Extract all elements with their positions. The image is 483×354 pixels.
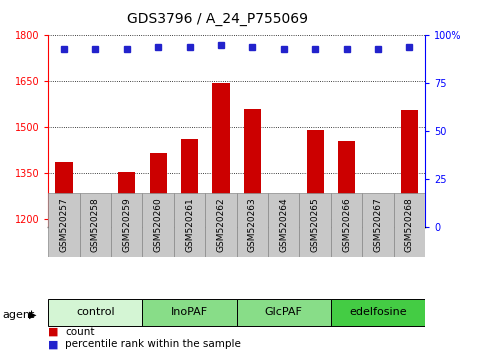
Text: GSM520266: GSM520266 (342, 198, 351, 252)
Text: GSM520262: GSM520262 (216, 198, 226, 252)
Text: ■: ■ (48, 327, 59, 337)
FancyBboxPatch shape (142, 299, 237, 326)
Text: GSM520263: GSM520263 (248, 198, 257, 252)
Text: GSM520267: GSM520267 (373, 198, 383, 252)
Text: GSM520268: GSM520268 (405, 198, 414, 252)
Text: edelfosine: edelfosine (349, 307, 407, 318)
Bar (87, 217, 104, 227)
FancyBboxPatch shape (237, 299, 331, 326)
Text: count: count (65, 327, 95, 337)
Text: GSM520259: GSM520259 (122, 198, 131, 252)
FancyBboxPatch shape (205, 193, 237, 257)
Bar (307, 130, 324, 227)
Text: GSM520258: GSM520258 (91, 198, 100, 252)
Text: GlcPAF: GlcPAF (265, 307, 303, 318)
Text: agent: agent (2, 310, 35, 320)
Bar (118, 171, 135, 227)
Text: ▶: ▶ (29, 310, 37, 320)
FancyBboxPatch shape (237, 193, 268, 257)
FancyBboxPatch shape (142, 193, 174, 257)
Text: GDS3796 / A_24_P755069: GDS3796 / A_24_P755069 (127, 12, 308, 27)
FancyBboxPatch shape (299, 193, 331, 257)
Bar (401, 110, 418, 227)
Bar (150, 153, 167, 227)
Text: InoPAF: InoPAF (171, 307, 208, 318)
Bar (244, 109, 261, 227)
Bar (56, 162, 72, 227)
FancyBboxPatch shape (111, 193, 142, 257)
Text: GSM520257: GSM520257 (59, 198, 69, 252)
FancyBboxPatch shape (362, 193, 394, 257)
FancyBboxPatch shape (268, 193, 299, 257)
Text: GSM520260: GSM520260 (154, 198, 163, 252)
Text: ■: ■ (48, 339, 59, 349)
Bar (181, 139, 198, 227)
FancyBboxPatch shape (394, 193, 425, 257)
FancyBboxPatch shape (80, 193, 111, 257)
FancyBboxPatch shape (174, 193, 205, 257)
Bar (275, 211, 292, 227)
Text: control: control (76, 307, 114, 318)
Text: GSM520264: GSM520264 (279, 198, 288, 252)
FancyBboxPatch shape (331, 299, 425, 326)
Bar (338, 141, 355, 227)
Text: GSM520265: GSM520265 (311, 198, 320, 252)
FancyBboxPatch shape (331, 193, 362, 257)
Bar (213, 83, 229, 227)
FancyBboxPatch shape (48, 299, 142, 326)
Bar (369, 207, 386, 227)
FancyBboxPatch shape (48, 193, 80, 257)
Text: GSM520261: GSM520261 (185, 198, 194, 252)
Text: percentile rank within the sample: percentile rank within the sample (65, 339, 241, 349)
